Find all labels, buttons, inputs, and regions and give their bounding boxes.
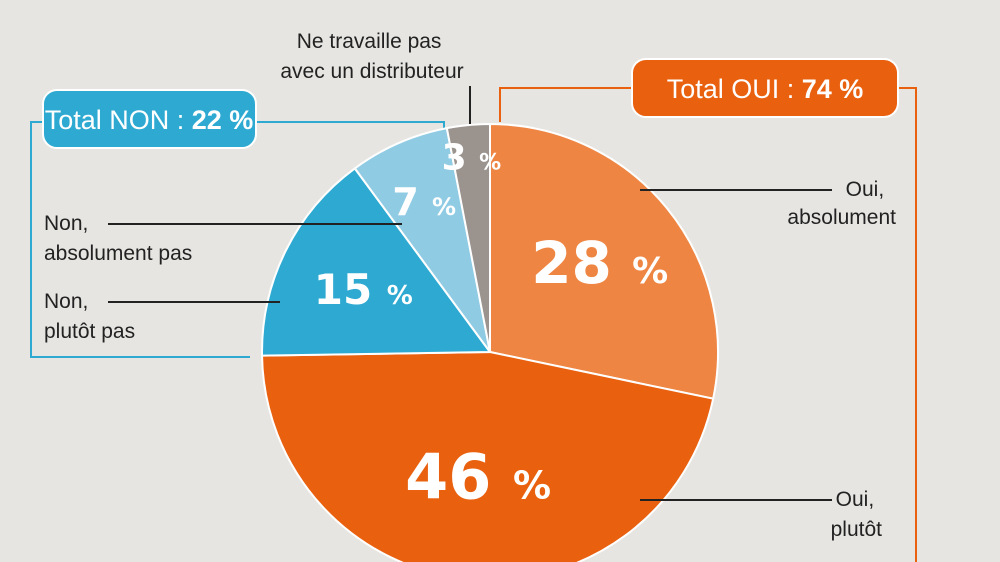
pie-percent-labels: 28 % 46 % 15 % 7 %3 % [314, 137, 668, 513]
total-oui-text: Total OUI : 74 % [667, 74, 864, 104]
pie-slice-label-0: 28 % [531, 229, 668, 297]
pie-slice-3 [353, 126, 491, 353]
label-non-absolument-pas: Non, absolument pas [44, 212, 192, 265]
total-non-bracket-left [30, 121, 250, 358]
label-oui-plutot: Oui, plutôt [831, 488, 883, 541]
label-oui-absolument: Oui, absolument [787, 178, 896, 229]
pie-slice-2 [261, 167, 492, 357]
pie-slice-label-4: 3 % [442, 137, 502, 178]
pie-slice-label-3: 7 % [392, 180, 456, 224]
total-oui-box [631, 58, 899, 118]
pie-slice-label-2: 15 % [314, 265, 413, 314]
pie-slices [261, 122, 719, 562]
total-oui-bracket [499, 87, 640, 122]
total-non-text: Total NON : 22 % [45, 105, 254, 135]
pie-slice-4 [445, 122, 491, 353]
label-ne-travaille-pas: Ne travaille pas avec un distributeur [280, 30, 463, 83]
total-non-box [42, 89, 257, 149]
pie-slice-0 [489, 122, 719, 400]
label-non-plutot-pas: Non, plutôt pas [44, 290, 135, 343]
total-oui-bracket-right [898, 87, 917, 562]
pie-slice-1 [261, 350, 715, 562]
total-non-bracket [256, 121, 445, 130]
pie-slice-label-1: 46 % [405, 441, 551, 514]
